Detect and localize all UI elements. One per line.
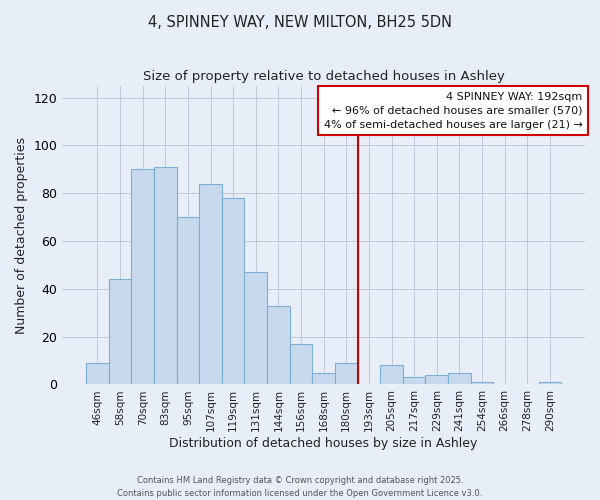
- Text: 4 SPINNEY WAY: 192sqm
← 96% of detached houses are smaller (570)
4% of semi-deta: 4 SPINNEY WAY: 192sqm ← 96% of detached …: [323, 92, 583, 130]
- Bar: [290, 344, 313, 385]
- Text: Contains HM Land Registry data © Crown copyright and database right 2025.
Contai: Contains HM Land Registry data © Crown c…: [118, 476, 482, 498]
- Bar: [176, 217, 199, 384]
- Title: Size of property relative to detached houses in Ashley: Size of property relative to detached ho…: [143, 70, 505, 83]
- Bar: [154, 167, 176, 384]
- Bar: [109, 279, 131, 384]
- Bar: [380, 366, 403, 384]
- Text: 4, SPINNEY WAY, NEW MILTON, BH25 5DN: 4, SPINNEY WAY, NEW MILTON, BH25 5DN: [148, 15, 452, 30]
- Bar: [313, 372, 335, 384]
- X-axis label: Distribution of detached houses by size in Ashley: Distribution of detached houses by size …: [169, 437, 478, 450]
- Bar: [425, 375, 448, 384]
- Bar: [86, 363, 109, 384]
- Bar: [335, 363, 358, 384]
- Bar: [222, 198, 244, 384]
- Bar: [471, 382, 493, 384]
- Bar: [403, 378, 425, 384]
- Y-axis label: Number of detached properties: Number of detached properties: [15, 136, 28, 334]
- Bar: [267, 306, 290, 384]
- Bar: [131, 169, 154, 384]
- Bar: [539, 382, 561, 384]
- Bar: [199, 184, 222, 384]
- Bar: [244, 272, 267, 384]
- Bar: [448, 372, 471, 384]
